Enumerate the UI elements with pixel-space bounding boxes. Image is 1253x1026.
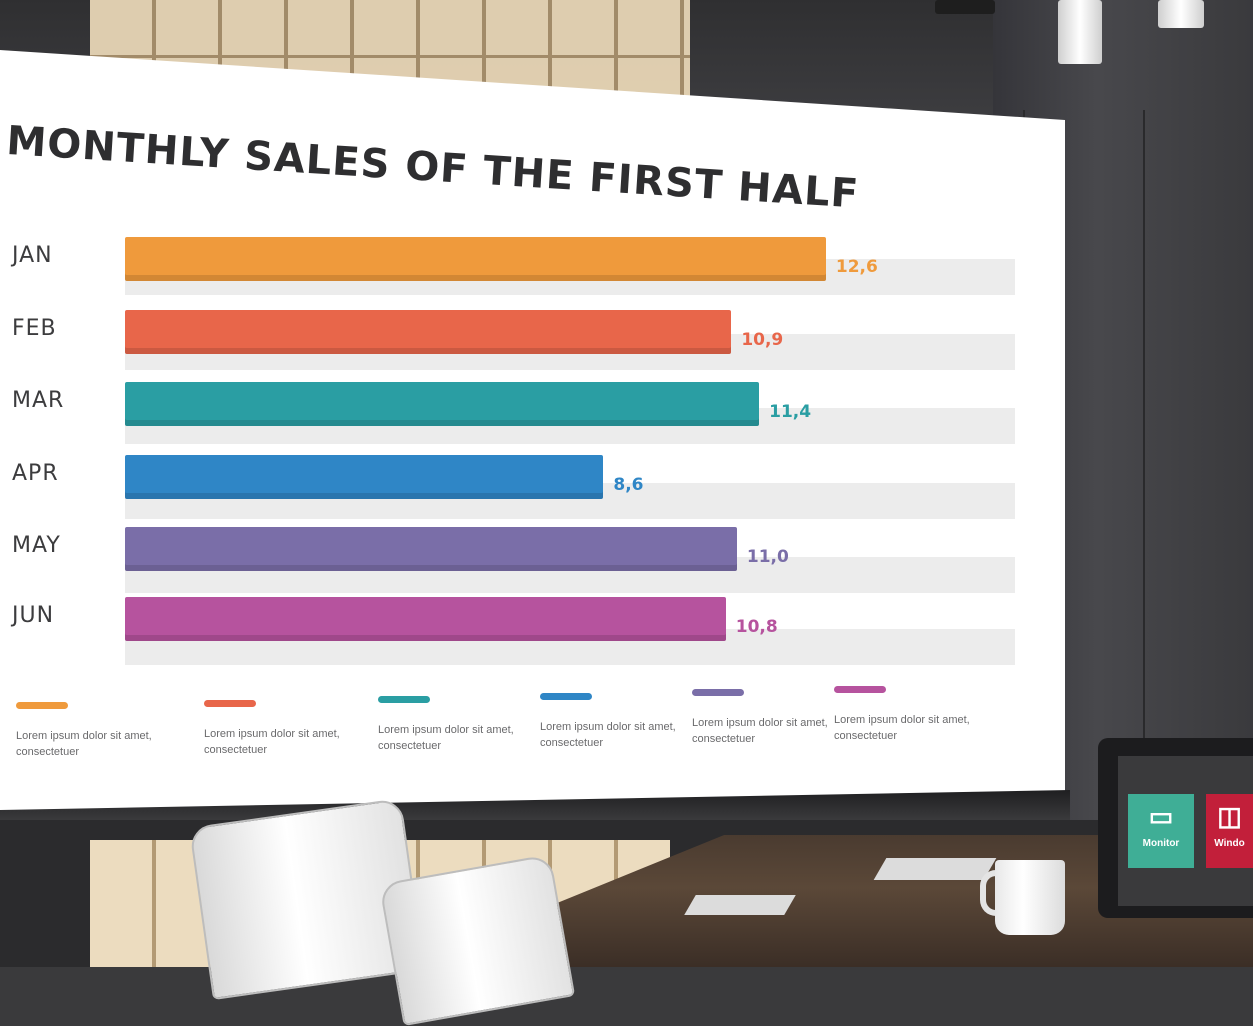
legend-swatch	[204, 700, 256, 707]
month-label: JUN	[12, 603, 55, 628]
month-label: MAY	[12, 533, 61, 558]
legend-text: Lorem ipsum dolor sit amet, consectetuer	[204, 728, 340, 756]
bar-value-label: 12,6	[835, 257, 878, 277]
legend-swatch	[378, 696, 430, 703]
legend-text: Lorem ipsum dolor sit amet, consectetuer	[692, 717, 828, 745]
legend-swatch	[16, 702, 68, 709]
legend-text: Lorem ipsum dolor sit amet, consectetuer	[16, 730, 152, 758]
month-label: FEB	[12, 316, 57, 341]
legend-swatch	[834, 686, 886, 693]
legend-swatch	[540, 693, 592, 700]
monitor-tile[interactable]: ▭ Monitor	[1128, 794, 1194, 868]
window-tile[interactable]: ◫ Windo	[1206, 794, 1253, 868]
bar-mar	[125, 382, 760, 426]
bar-may	[125, 527, 737, 571]
wall-seam	[1143, 110, 1145, 967]
bar-value-label: 10,8	[735, 617, 778, 637]
ceiling-light	[1158, 0, 1204, 28]
ceiling-light	[1058, 0, 1102, 64]
legend-swatch	[692, 689, 744, 696]
office-chair	[378, 853, 576, 1026]
bar-value-label: 11,0	[746, 547, 789, 567]
window-tile-label: Windo	[1214, 838, 1245, 849]
mug-handle	[980, 870, 1008, 916]
bar-apr	[125, 455, 604, 499]
paper-sheet	[684, 895, 796, 915]
coffee-mug	[995, 860, 1065, 935]
legend-text: Lorem ipsum dolor sit amet, consectetuer	[834, 714, 970, 742]
window-icon: ◫	[1217, 801, 1242, 831]
bar-value-label: 8,6	[613, 475, 644, 495]
month-label: APR	[12, 461, 59, 486]
bar-value-label: 10,9	[741, 330, 784, 350]
month-label: JAN	[12, 243, 53, 268]
legend-text: Lorem ipsum dolor sit amet, consectetuer	[378, 724, 514, 752]
bar-feb	[125, 310, 732, 354]
paper-sheet	[873, 858, 997, 880]
legend-text: Lorem ipsum dolor sit amet, consectetuer	[540, 721, 676, 749]
monitor-tile-label: Monitor	[1142, 838, 1180, 849]
ceiling-rail	[935, 0, 995, 14]
bar-value-label: 11,4	[769, 402, 812, 422]
bar-jan	[125, 237, 826, 281]
monitor-icon: ▭	[1148, 801, 1174, 831]
bar-jun	[125, 597, 726, 641]
month-label: MAR	[12, 388, 65, 413]
